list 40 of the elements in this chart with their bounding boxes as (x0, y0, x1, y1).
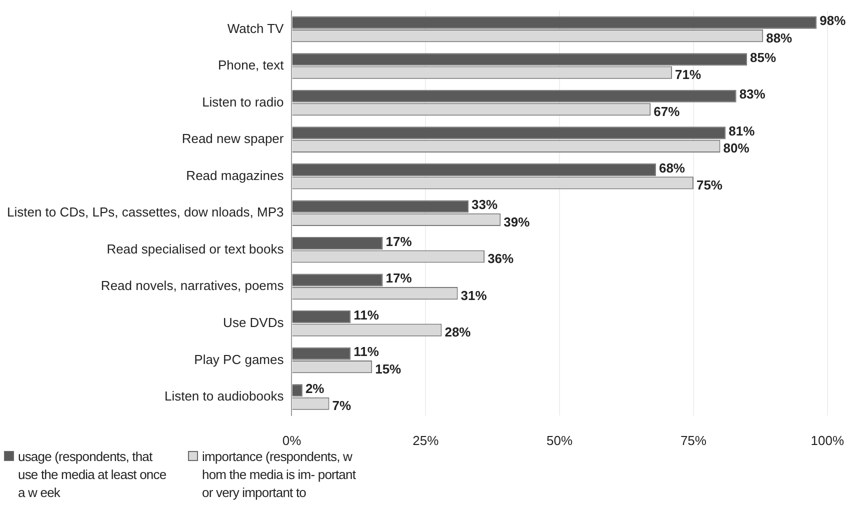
data-label: 33% (472, 197, 498, 212)
y-tick-label: Read new spaper (182, 131, 284, 146)
y-tick-label: Play PC games (194, 352, 284, 367)
y-tick-label: Read specialised or text books (106, 241, 284, 256)
data-label: 28% (444, 324, 472, 340)
x-tick-label: 0% (282, 432, 302, 448)
data-label: 68% (658, 160, 686, 176)
data-label: 71% (675, 67, 702, 82)
data-label: 83% (739, 86, 766, 102)
data-label: 98% (820, 13, 846, 28)
data-label: 75% (696, 178, 723, 193)
y-tick-label: Use DVDs (223, 315, 284, 330)
y-tick-label: Read magazines (186, 168, 284, 183)
y-tick-label: Listen to radio (202, 94, 284, 110)
data-label: 36% (488, 251, 514, 266)
y-tick-label: Read novels, narratives, poems (100, 278, 284, 294)
x-tick-label: 75% (680, 432, 707, 448)
data-label: 85% (750, 50, 776, 65)
data-label: 15% (375, 361, 402, 376)
data-label: 17% (386, 270, 412, 286)
data-label: 17% (386, 234, 412, 249)
data-label: 88% (766, 30, 793, 46)
x-tick-label: 50% (546, 432, 573, 448)
legend-label: importance (respondents, w hom the media is im- portant or very important to (202, 448, 357, 502)
legend-label: usage (respondents, that use the media at least once a w eek (18, 448, 168, 502)
y-tick-label: Phone, text (218, 58, 284, 73)
data-label: 67% (654, 104, 680, 119)
data-label: 39% (504, 214, 530, 230)
data-label: 11% (354, 344, 380, 360)
x-tick-label: 25% (412, 432, 440, 448)
data-label: 31% (460, 288, 488, 303)
y-tick-label: Listen to CDs, LPs, cassettes, dow nloads, MP3 (6, 204, 284, 220)
data-label: 80% (723, 140, 750, 156)
y-tick-label: Listen to audiobooks (164, 388, 284, 404)
data-label: 7% (332, 398, 352, 414)
y-tick-label: Watch TV (227, 20, 284, 36)
data-label: 81% (728, 123, 756, 138)
data-label: 11% (354, 307, 380, 322)
data-label: 2% (305, 380, 325, 396)
x-tick-label: 100% (810, 432, 844, 448)
